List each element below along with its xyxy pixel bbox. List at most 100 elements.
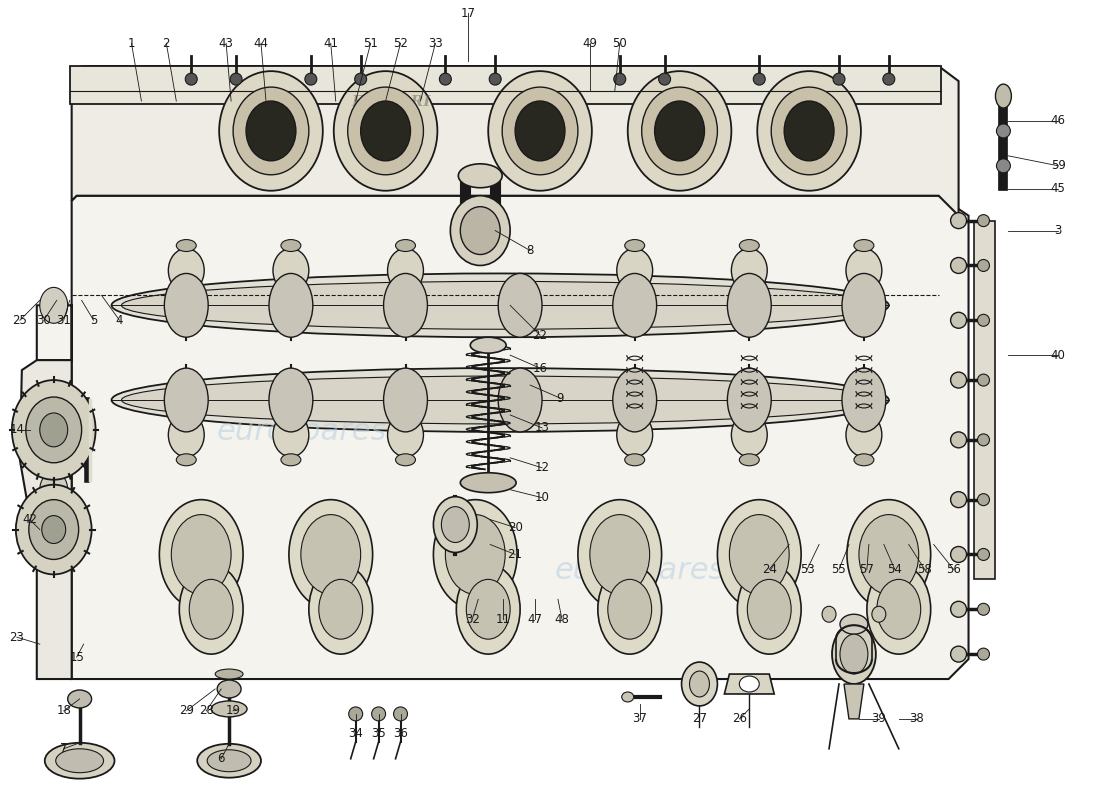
Ellipse shape xyxy=(197,744,261,778)
Ellipse shape xyxy=(978,494,990,506)
Ellipse shape xyxy=(739,676,759,692)
Ellipse shape xyxy=(219,71,322,190)
Text: 27: 27 xyxy=(692,712,707,726)
Ellipse shape xyxy=(757,71,861,190)
Ellipse shape xyxy=(498,274,542,338)
Text: 52: 52 xyxy=(393,37,408,50)
Ellipse shape xyxy=(459,164,503,188)
Ellipse shape xyxy=(273,249,309,292)
Ellipse shape xyxy=(387,413,424,457)
Ellipse shape xyxy=(625,454,645,466)
Ellipse shape xyxy=(68,690,91,708)
Ellipse shape xyxy=(625,239,645,251)
Ellipse shape xyxy=(29,500,78,559)
Ellipse shape xyxy=(747,579,791,639)
Ellipse shape xyxy=(739,454,759,466)
Text: 24: 24 xyxy=(761,563,777,576)
Text: 10: 10 xyxy=(535,491,550,504)
Ellipse shape xyxy=(280,239,301,251)
Ellipse shape xyxy=(732,413,767,457)
Text: 30: 30 xyxy=(36,314,51,326)
Ellipse shape xyxy=(597,565,661,654)
Ellipse shape xyxy=(466,579,510,639)
Polygon shape xyxy=(20,360,72,679)
Ellipse shape xyxy=(394,707,407,721)
Ellipse shape xyxy=(164,368,208,432)
Text: 28: 28 xyxy=(199,705,213,718)
Ellipse shape xyxy=(40,413,68,447)
Text: 42: 42 xyxy=(22,513,37,526)
Text: 35: 35 xyxy=(371,727,386,740)
Ellipse shape xyxy=(717,500,801,610)
Ellipse shape xyxy=(617,249,652,292)
Ellipse shape xyxy=(832,624,876,684)
Ellipse shape xyxy=(842,368,886,432)
Text: 14: 14 xyxy=(10,423,24,436)
Ellipse shape xyxy=(997,124,1011,138)
Text: 22: 22 xyxy=(532,329,548,342)
Text: 6: 6 xyxy=(218,752,224,766)
Text: 34: 34 xyxy=(349,727,363,740)
Ellipse shape xyxy=(654,101,704,161)
Ellipse shape xyxy=(732,249,767,292)
Text: eurospares: eurospares xyxy=(217,417,386,446)
Ellipse shape xyxy=(641,87,717,174)
Polygon shape xyxy=(36,196,968,679)
Polygon shape xyxy=(725,674,774,694)
Ellipse shape xyxy=(867,565,931,654)
Ellipse shape xyxy=(45,743,114,778)
Ellipse shape xyxy=(846,249,882,292)
Ellipse shape xyxy=(207,750,251,772)
Text: 18: 18 xyxy=(56,705,72,718)
Ellipse shape xyxy=(754,73,766,85)
Ellipse shape xyxy=(384,274,428,338)
Text: 3: 3 xyxy=(1055,224,1061,237)
Text: 49: 49 xyxy=(582,37,597,50)
Ellipse shape xyxy=(950,546,967,562)
Text: 47: 47 xyxy=(528,613,542,626)
Ellipse shape xyxy=(613,274,657,338)
Ellipse shape xyxy=(121,376,879,424)
Ellipse shape xyxy=(737,565,801,654)
Ellipse shape xyxy=(387,249,424,292)
Ellipse shape xyxy=(460,473,516,493)
Text: 53: 53 xyxy=(800,563,814,576)
Ellipse shape xyxy=(111,368,889,432)
Ellipse shape xyxy=(950,213,967,229)
Text: 8: 8 xyxy=(527,244,534,257)
Text: 5: 5 xyxy=(90,314,97,326)
Text: 37: 37 xyxy=(632,712,647,726)
Text: 1: 1 xyxy=(128,37,135,50)
Ellipse shape xyxy=(319,579,363,639)
Ellipse shape xyxy=(950,312,967,328)
Ellipse shape xyxy=(433,497,477,553)
Ellipse shape xyxy=(172,514,231,594)
Ellipse shape xyxy=(25,397,81,462)
Ellipse shape xyxy=(164,274,208,338)
Ellipse shape xyxy=(950,602,967,618)
Text: 45: 45 xyxy=(1050,182,1066,195)
Ellipse shape xyxy=(950,258,967,274)
Ellipse shape xyxy=(305,73,317,85)
Ellipse shape xyxy=(978,434,990,446)
Text: 46: 46 xyxy=(1050,114,1066,127)
Ellipse shape xyxy=(613,368,657,432)
Ellipse shape xyxy=(659,73,671,85)
Text: 15: 15 xyxy=(69,650,84,664)
Ellipse shape xyxy=(273,413,309,457)
Ellipse shape xyxy=(847,500,931,610)
Text: FERRARI: FERRARI xyxy=(351,95,430,109)
Text: 36: 36 xyxy=(393,727,408,740)
Text: 26: 26 xyxy=(732,712,747,726)
Ellipse shape xyxy=(771,87,847,174)
Ellipse shape xyxy=(446,514,505,594)
Ellipse shape xyxy=(372,707,386,721)
Ellipse shape xyxy=(950,492,967,508)
Text: 31: 31 xyxy=(56,314,72,326)
Ellipse shape xyxy=(842,274,886,338)
Ellipse shape xyxy=(628,71,732,190)
Polygon shape xyxy=(844,684,864,719)
Text: 44: 44 xyxy=(253,37,268,50)
Ellipse shape xyxy=(456,565,520,654)
Ellipse shape xyxy=(396,454,416,466)
